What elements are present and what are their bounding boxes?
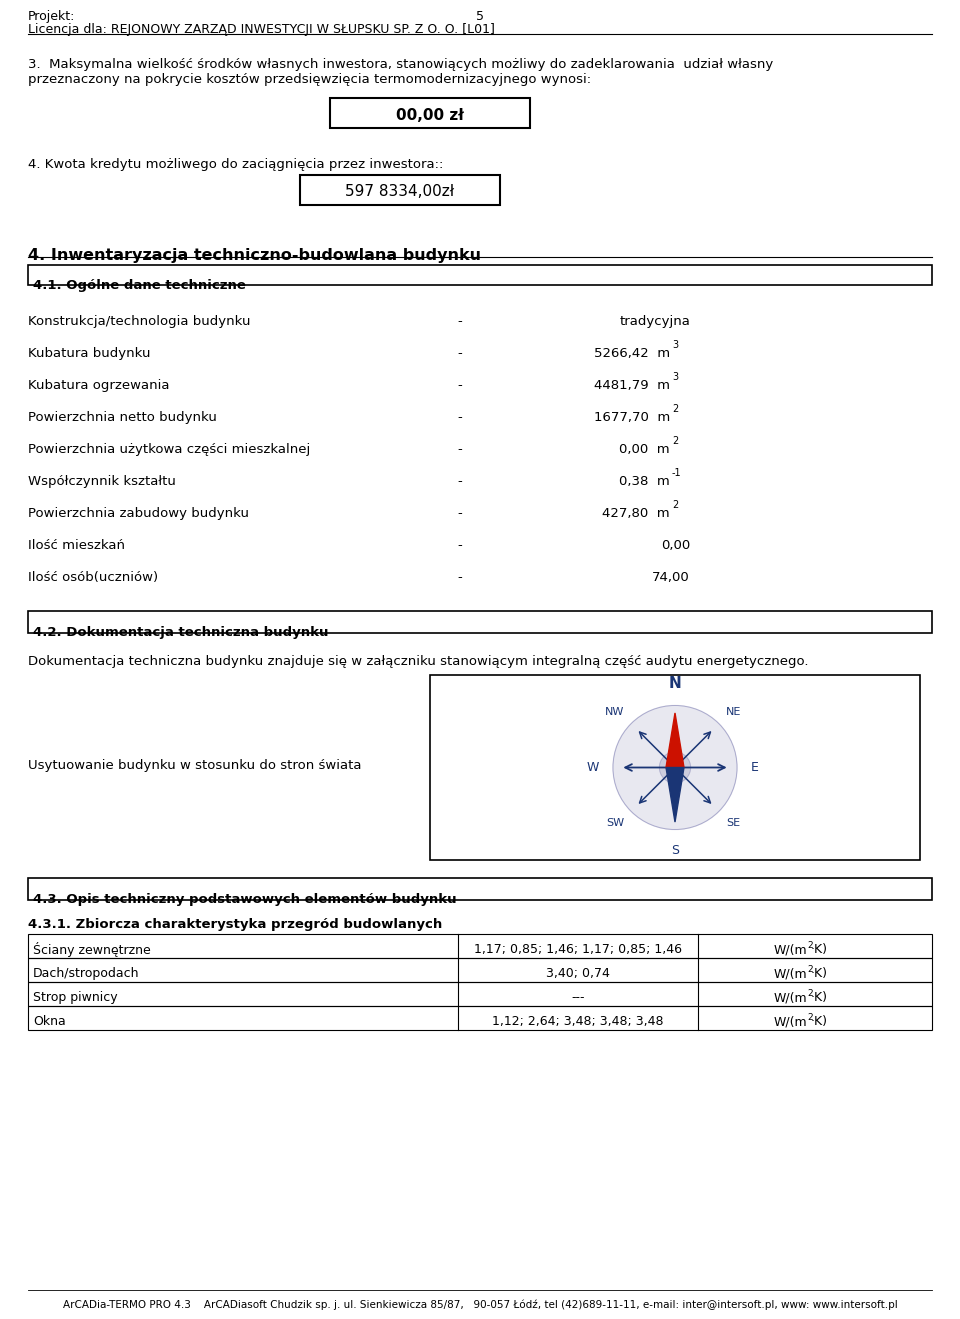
Text: W/(m: W/(m [774,1016,807,1028]
Text: ·K): ·K) [811,967,828,980]
Text: Projekt:: Projekt: [28,11,76,22]
Text: 0,38  m: 0,38 m [619,475,670,488]
Text: 4481,79  m: 4481,79 m [594,379,670,392]
Text: 1677,70  m: 1677,70 m [593,412,670,423]
Text: 1,12; 2,64; 3,48; 3,48; 3,48: 1,12; 2,64; 3,48; 3,48; 3,48 [492,1016,663,1028]
Text: ·K): ·K) [811,991,828,1004]
Bar [28,983,932,1006]
Bar [28,934,932,958]
Text: -: - [458,412,463,423]
Text: ·K): ·K) [811,1016,828,1028]
Text: Dach/stropodach: Dach/stropodach [33,967,139,980]
Text: 2: 2 [672,437,679,446]
Circle shape [613,706,737,830]
Text: 5: 5 [476,11,484,22]
Text: 0,00: 0,00 [660,539,690,551]
Bar [330,98,530,128]
Text: 3,40; 0,74: 3,40; 0,74 [546,967,610,980]
Text: 5266,42  m: 5266,42 m [594,347,670,360]
Text: 4.1. Ogólne dane techniczne: 4.1. Ogólne dane techniczne [33,280,246,291]
Text: -: - [458,571,463,584]
Text: 1,17; 0,85; 1,46; 1,17; 0,85; 1,46: 1,17; 0,85; 1,46; 1,17; 0,85; 1,46 [474,943,682,956]
Text: 597 8334,00zł: 597 8334,00zł [346,185,455,199]
Text: ArCADia-TERMO PRO 4.3    ArCADiasoft Chudzik sp. j. ul. Sienkiewicza 85/87,   90: ArCADia-TERMO PRO 4.3 ArCADiasoft Chudzi… [62,1301,898,1311]
Text: Ściany zewnętrzne: Ściany zewnętrzne [33,942,151,958]
Text: Powierzchnia użytkowa części mieszkalnej: Powierzchnia użytkowa części mieszkalnej [28,443,310,456]
Text: ---: --- [571,991,585,1004]
Text: W/(m: W/(m [774,943,807,956]
Text: -: - [458,347,463,360]
Text: 3.  Maksymalna wielkość środków własnych inwestora, stanowiących możliwy do zade: 3. Maksymalna wielkość środków własnych … [28,58,773,71]
Text: SW: SW [606,818,624,828]
Text: NE: NE [726,707,741,716]
Text: -: - [458,475,463,488]
Bar [28,611,932,633]
Text: E: E [751,761,758,774]
Text: 3: 3 [672,372,678,383]
Text: Konstrukcja/technologia budynku: Konstrukcja/technologia budynku [28,315,251,328]
Bar [430,675,920,860]
Text: Ilość mieszkań: Ilość mieszkań [28,539,125,551]
Text: Współczynnik kształtu: Współczynnik kształtu [28,475,176,488]
Text: 427,80  m: 427,80 m [602,506,670,520]
Text: 2: 2 [672,500,679,510]
Text: Licencja dla: REJONOWY ZARZĄD INWESTYCJI W SŁUPSKU SP. Z O. O. [L01]: Licencja dla: REJONOWY ZARZĄD INWESTYCJI… [28,22,494,36]
Text: 4.3.1. Zbiorcza charakterystyka przegród budowlanych: 4.3.1. Zbiorcza charakterystyka przegród… [28,918,443,931]
Polygon shape [666,768,684,822]
Text: 2: 2 [807,989,812,998]
Bar [28,878,932,900]
Bar [28,958,932,983]
Text: Powierzchnia zabudowy budynku: Powierzchnia zabudowy budynku [28,506,249,520]
Text: -: - [458,506,463,520]
Text: Usytuowanie budynku w stosunku do stron świata: Usytuowanie budynku w stosunku do stron … [28,758,362,772]
Text: Powierzchnia netto budynku: Powierzchnia netto budynku [28,412,217,423]
Text: przeznaczony na pokrycie kosztów przedsięwzięcia termomodernizacyjnego wynosi:: przeznaczony na pokrycie kosztów przedsi… [28,73,591,86]
Text: 2: 2 [807,1013,812,1022]
Text: NW: NW [605,707,624,716]
Bar [28,265,932,285]
Text: W/(m: W/(m [774,991,807,1004]
Text: 4.3. Opis techniczny podstawowych elementów budynku: 4.3. Opis techniczny podstawowych elemen… [33,893,457,906]
Text: Strop piwnicy: Strop piwnicy [33,991,118,1004]
Text: 74,00: 74,00 [652,571,690,584]
Text: 4. Kwota kredytu możliwego do zaciągnięcia przez inwestora::: 4. Kwota kredytu możliwego do zaciągnięc… [28,158,444,171]
Circle shape [660,752,690,783]
Text: Ilość osób(uczniów): Ilość osób(uczniów) [28,571,158,584]
Text: Kubatura ogrzewania: Kubatura ogrzewania [28,379,170,392]
Text: 2: 2 [807,966,812,975]
Text: -: - [458,315,463,328]
Text: -: - [458,379,463,392]
Text: 2: 2 [807,940,812,950]
Text: W/(m: W/(m [774,967,807,980]
Text: N: N [668,677,682,691]
Text: -: - [458,443,463,456]
Text: tradycyjna: tradycyjna [619,315,690,328]
Text: Kubatura budynku: Kubatura budynku [28,347,151,360]
Text: ·K): ·K) [811,943,828,956]
Text: SE: SE [726,818,740,828]
Bar [28,1006,932,1030]
Text: -: - [458,539,463,551]
Text: 2: 2 [672,404,679,414]
Text: 4.2. Dokumentacja techniczna budynku: 4.2. Dokumentacja techniczna budynku [33,627,328,638]
Text: 4. Inwentaryzacja techniczno-budowlana budynku: 4. Inwentaryzacja techniczno-budowlana b… [28,248,481,262]
Bar [300,175,500,204]
Text: -1: -1 [672,468,682,477]
Text: 0,00  m: 0,00 m [619,443,670,456]
Text: Okna: Okna [33,1016,65,1028]
Polygon shape [666,714,684,768]
Text: W: W [587,761,599,774]
Text: 00,00 zł: 00,00 zł [396,108,464,123]
Text: Dokumentacja techniczna budynku znajduje się w załączniku stanowiącym integralną: Dokumentacja techniczna budynku znajduje… [28,656,808,667]
Text: 3: 3 [672,340,678,350]
Text: S: S [671,843,679,856]
